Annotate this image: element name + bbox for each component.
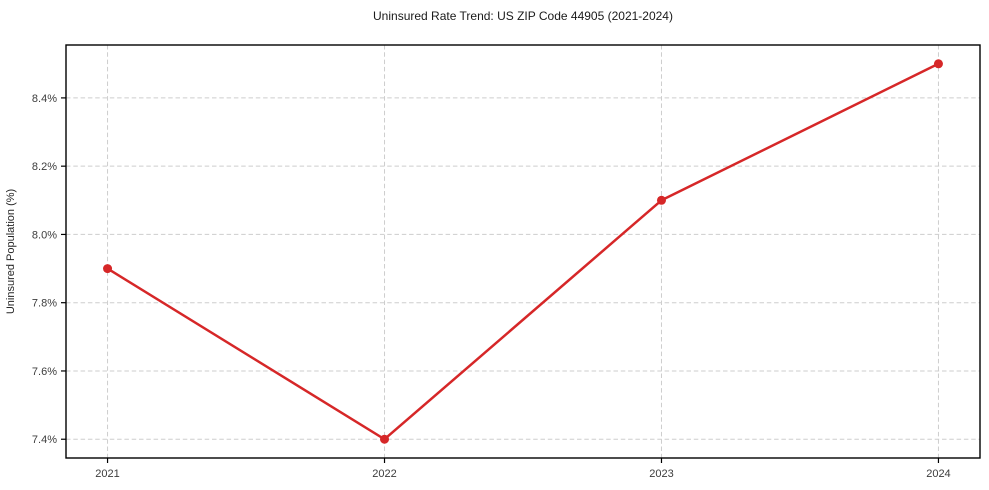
data-point-marker — [933, 59, 943, 69]
y-tick-label: 7.6% — [32, 366, 57, 378]
data-point-marker — [380, 434, 390, 444]
x-tick-label: 2021 — [95, 468, 119, 480]
plot-border — [65, 44, 981, 459]
y-axis-label: Uninsured Population (%) — [5, 189, 17, 314]
x-tick-label: 2024 — [926, 468, 950, 480]
y-tick-label: 8.4% — [32, 93, 57, 105]
y-tick-label: 8.2% — [32, 161, 57, 173]
y-tick-label: 7.4% — [32, 434, 57, 446]
y-tick-label: 8.0% — [32, 229, 57, 241]
chart-title: Uninsured Rate Trend: US ZIP Code 44905 … — [373, 9, 673, 23]
data-point-marker — [656, 195, 666, 205]
plot-area: 7.4% 7.6% 7.8% 8.0% 8.2% 8.4% 2021 2022 2023 2024 — [32, 44, 981, 480]
x-tick-label: 2022 — [372, 468, 396, 480]
data-point-marker — [103, 264, 113, 274]
y-tick-label: 7.8% — [32, 298, 57, 310]
x-tick-label: 2023 — [649, 468, 673, 480]
trend-line — [106, 62, 940, 441]
